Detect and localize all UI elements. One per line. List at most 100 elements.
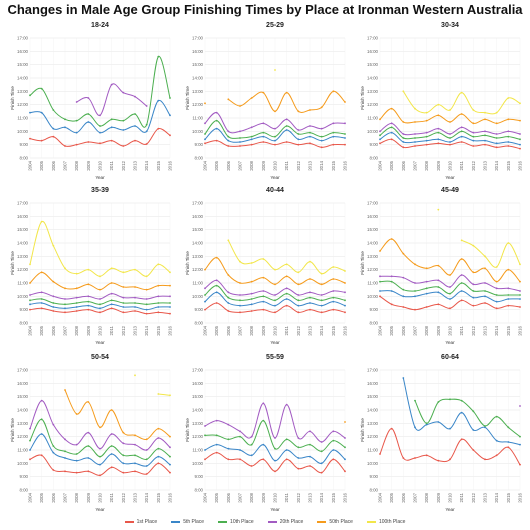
point-10th-place xyxy=(204,294,206,296)
point-5th-place xyxy=(215,443,218,446)
point-20th-place xyxy=(472,131,475,134)
y-tick-label: 9:00 xyxy=(369,142,378,147)
point-100th-place xyxy=(157,393,160,395)
y-tick-label: 13:00 xyxy=(192,254,204,259)
series-line-50th-place xyxy=(64,389,171,441)
point-20th-place xyxy=(320,127,323,130)
point-100th-place xyxy=(29,263,31,266)
point-50th-place xyxy=(402,252,405,255)
panel-title: 45-49 xyxy=(441,187,459,194)
point-5th-place xyxy=(227,447,230,450)
point-20th-place xyxy=(227,130,230,133)
x-tick-label: 2016 xyxy=(343,492,348,502)
point-1st-place xyxy=(379,453,381,455)
y-tick-label: 10:00 xyxy=(17,294,29,299)
point-20th-place xyxy=(145,105,148,107)
point-10th-place xyxy=(29,94,31,97)
point-20th-place xyxy=(344,122,346,125)
point-1st-place xyxy=(414,457,416,459)
point-10th-place xyxy=(169,302,171,304)
point-100th-place xyxy=(262,258,265,260)
y-tick-label: 17:00 xyxy=(192,36,204,41)
point-1st-place xyxy=(414,308,416,311)
point-20th-place xyxy=(425,280,428,283)
point-20th-place xyxy=(99,447,101,450)
point-1st-place xyxy=(425,143,428,146)
point-10th-place xyxy=(157,447,160,450)
point-10th-place xyxy=(285,292,288,295)
point-20th-place xyxy=(332,122,335,125)
point-1st-place xyxy=(460,141,463,143)
x-tick-label: 2006 xyxy=(226,325,231,335)
x-tick-label: 2004 xyxy=(378,492,383,502)
point-1st-place xyxy=(320,146,323,149)
point-100th-place xyxy=(425,111,428,114)
point-50th-place xyxy=(297,110,300,113)
point-100th-place xyxy=(169,394,171,397)
point-20th-place xyxy=(75,443,78,446)
point-1st-place xyxy=(157,311,160,314)
point-1st-place xyxy=(134,470,136,473)
y-tick-label: 15:00 xyxy=(367,394,379,399)
y-tick-label: 17:00 xyxy=(192,201,204,206)
y-tick-label: 16:00 xyxy=(367,214,379,219)
x-tick-label: 2005 xyxy=(214,325,219,335)
point-20th-place xyxy=(87,295,90,298)
point-10th-place xyxy=(379,134,381,137)
point-20th-place xyxy=(297,129,300,131)
point-10th-place xyxy=(495,137,498,139)
point-100th-place xyxy=(309,260,311,263)
point-10th-place xyxy=(484,425,486,427)
point-50th-place xyxy=(239,282,241,284)
x-tick-label: 2007 xyxy=(238,325,243,335)
point-100th-place xyxy=(472,244,475,247)
point-10th-place xyxy=(29,439,31,442)
point-1st-place xyxy=(239,145,241,147)
point-10th-place xyxy=(332,439,335,442)
point-20th-place xyxy=(87,97,90,99)
point-50th-place xyxy=(274,110,276,113)
x-tick-label: 2010 xyxy=(273,160,278,170)
point-100th-place xyxy=(145,275,148,278)
point-20th-place xyxy=(239,130,241,133)
point-20th-place xyxy=(250,435,253,438)
point-1st-place xyxy=(390,138,393,141)
point-10th-place xyxy=(75,302,78,304)
x-tick-label: 2015 xyxy=(156,325,161,335)
point-50th-place xyxy=(320,283,323,286)
y-tick-label: 17:00 xyxy=(17,368,29,373)
point-5th-place xyxy=(157,99,160,102)
y-axis-label: Finish Time xyxy=(360,86,365,110)
x-tick-label: 2006 xyxy=(401,492,406,502)
x-tick-label: 2007 xyxy=(238,492,243,502)
y-tick-label: 17:00 xyxy=(17,36,29,41)
point-1st-place xyxy=(402,146,405,149)
point-10th-place xyxy=(519,138,521,141)
point-10th-place xyxy=(64,450,66,453)
x-tick-label: 2008 xyxy=(74,160,79,170)
point-5th-place xyxy=(29,449,31,451)
point-5th-place xyxy=(122,306,125,308)
point-20th-place xyxy=(250,292,253,295)
point-5th-place xyxy=(309,135,311,138)
y-tick-label: 17:00 xyxy=(367,201,379,206)
point-5th-place xyxy=(425,423,428,426)
point-20th-place xyxy=(414,282,416,284)
point-50th-place xyxy=(460,113,463,115)
y-tick-label: 9:00 xyxy=(19,307,28,312)
point-20th-place xyxy=(204,425,206,427)
point-10th-place xyxy=(75,453,78,455)
point-20th-place xyxy=(204,122,206,125)
y-tick-label: 10:00 xyxy=(367,461,379,466)
panel-18-24: 18-24 8:00 9:00 10:00 11:00 12:00 13:00 14:00 15… xyxy=(10,22,173,180)
point-20th-place xyxy=(110,433,113,435)
point-5th-place xyxy=(414,295,416,298)
point-50th-place xyxy=(495,280,498,283)
point-10th-place xyxy=(285,125,288,127)
x-tick-label: 2007 xyxy=(63,492,68,502)
point-10th-place xyxy=(484,290,486,292)
point-5th-place xyxy=(507,298,510,300)
x-tick-label: 2005 xyxy=(39,160,44,170)
point-20th-place xyxy=(227,291,230,294)
point-5th-place xyxy=(145,308,148,311)
